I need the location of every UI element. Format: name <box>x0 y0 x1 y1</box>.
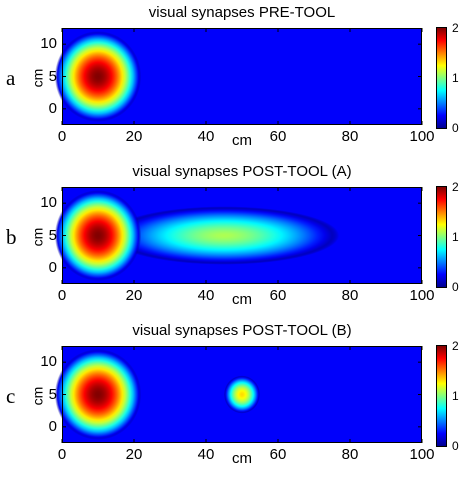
x-tick-label: 60 <box>269 128 287 145</box>
x-tick-label: 20 <box>125 128 143 145</box>
x-tick-label: 0 <box>57 128 67 145</box>
colorbar <box>436 27 447 129</box>
activation-circle <box>224 375 260 414</box>
colorbar-tick-label: 1 <box>452 389 459 403</box>
y-tick-label: 5 <box>48 385 57 403</box>
x-tick-label: 40 <box>197 446 215 463</box>
y-axis-label: cm <box>29 386 46 406</box>
y-tick-label: 0 <box>48 417 57 435</box>
colorbar-tick-label: 2 <box>452 180 459 194</box>
panel-letter: b <box>6 225 17 249</box>
activation-ellipse <box>108 206 340 265</box>
panel-letter: c <box>6 384 16 408</box>
panel-title: visual synapses POST-TOOL (A) <box>132 163 352 180</box>
y-tick-label: 10 <box>40 194 57 212</box>
y-tick-label: 5 <box>48 226 57 244</box>
panel-c: visual synapses POST-TOOL (B) c cm 0 20 40… <box>0 318 462 477</box>
x-tick-label: 100 <box>409 446 435 463</box>
x-tick-label: 60 <box>269 287 287 304</box>
y-tick-label: 5 <box>48 67 57 85</box>
x-tick-label: 0 <box>57 287 67 304</box>
activation-circle <box>54 190 142 281</box>
x-tick-label: 60 <box>269 446 287 463</box>
panel-letter: a <box>6 66 16 90</box>
x-tick-label: 80 <box>341 128 359 145</box>
colorbar <box>436 345 447 447</box>
x-axis-label: cm <box>232 291 252 308</box>
colorbar-tick-label: 1 <box>452 71 459 85</box>
y-tick-label: 0 <box>48 99 57 117</box>
panel-title: visual synapses POST-TOOL (B) <box>132 322 352 339</box>
y-tick-label: 0 <box>48 258 57 276</box>
heatmap-plot <box>54 346 423 443</box>
panel-a: visual synapses PRE-TOOL a cm 0 20 40 60 80 1… <box>0 0 462 159</box>
y-axis-label: cm <box>29 227 46 247</box>
x-axis-label: cm <box>232 132 252 149</box>
x-tick-label: 80 <box>341 287 359 304</box>
y-axis-label: cm <box>29 68 46 88</box>
x-tick-label: 100 <box>409 128 435 145</box>
colorbar-tick-label: 0 <box>452 121 459 135</box>
activation-circle <box>54 31 142 122</box>
y-tick-label: 10 <box>40 35 57 53</box>
x-tick-label: 20 <box>125 446 143 463</box>
colorbar <box>436 186 447 288</box>
colorbar-tick-label: 2 <box>452 339 459 353</box>
y-tick-label: 10 <box>40 353 57 371</box>
x-tick-label: 40 <box>197 128 215 145</box>
x-tick-label: 0 <box>57 446 67 463</box>
colorbar-tick-label: 2 <box>452 21 459 35</box>
heatmap-plot <box>54 187 423 284</box>
x-axis-label: cm <box>232 450 252 467</box>
panel-b: visual synapses POST-TOOL (A) b cm 0 20 40… <box>0 159 462 318</box>
colorbar-tick-label: 0 <box>452 280 459 294</box>
x-tick-label: 20 <box>125 287 143 304</box>
activation-circle <box>54 349 142 440</box>
panel-title: visual synapses PRE-TOOL <box>148 4 336 21</box>
x-tick-label: 40 <box>197 287 215 304</box>
x-tick-label: 100 <box>409 287 435 304</box>
colorbar-tick-label: 1 <box>452 230 459 244</box>
colorbar-tick-label: 0 <box>452 439 459 453</box>
x-tick-label: 80 <box>341 446 359 463</box>
heatmap-plot <box>54 28 423 125</box>
